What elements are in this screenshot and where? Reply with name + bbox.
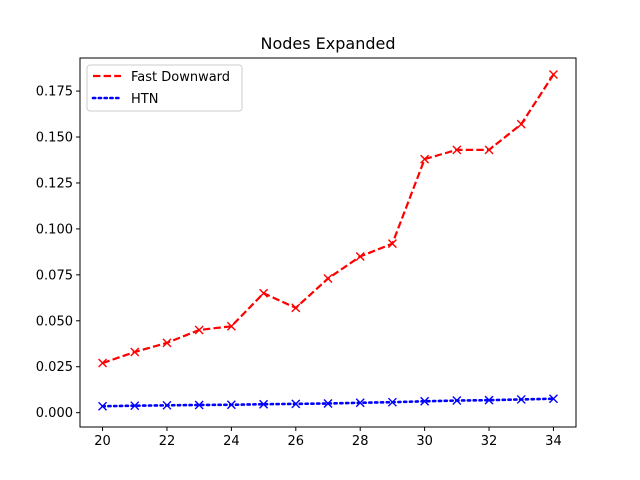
- data-point-htn: [162, 400, 172, 410]
- data-point-htn: [420, 396, 430, 406]
- x-tick-label: 24: [223, 434, 240, 449]
- y-tick-label: 0.175: [36, 85, 73, 100]
- data-point-fast-downward: [355, 251, 365, 261]
- x-tick-label: 20: [94, 434, 111, 449]
- x-tick-label: 28: [352, 434, 369, 449]
- x-tick-label: 32: [481, 434, 498, 449]
- data-point-htn: [130, 401, 140, 411]
- chart-title: Nodes Expanded: [260, 34, 395, 53]
- x-axis: 20 22 24 26 28 30 32 34: [94, 427, 562, 449]
- data-point-fast-downward: [548, 70, 558, 80]
- data-point-fast-downward: [98, 358, 108, 368]
- data-point-htn: [226, 400, 236, 410]
- data-point-htn: [355, 398, 365, 408]
- data-point-htn: [323, 398, 333, 408]
- data-point-fast-downward: [420, 154, 430, 164]
- data-point-fast-downward: [484, 145, 494, 155]
- data-point-htn: [387, 397, 397, 407]
- plot-area: [98, 70, 558, 411]
- y-tick-label: 0.125: [36, 176, 73, 191]
- data-point-fast-downward: [516, 119, 526, 129]
- data-point-htn: [98, 401, 108, 411]
- y-tick-label: 0.075: [36, 268, 73, 283]
- legend: Fast Downward HTN: [86, 64, 243, 112]
- legend-label-fast-downward: Fast Downward: [131, 70, 230, 85]
- x-tick-label: 26: [288, 434, 305, 449]
- data-point-htn: [259, 399, 269, 409]
- data-point-htn: [516, 394, 526, 404]
- data-point-fast-downward: [259, 288, 269, 298]
- axes-frame: [79, 57, 577, 428]
- y-tick-label: 0.000: [36, 406, 73, 421]
- x-tick-label: 22: [159, 434, 176, 449]
- data-point-htn: [452, 396, 462, 406]
- y-tick-label: 0.025: [36, 360, 73, 375]
- legend-box: [86, 64, 243, 112]
- data-point-htn: [484, 395, 494, 405]
- data-point-fast-downward: [226, 321, 236, 331]
- y-axis: 0.000 0.025 0.050 0.075 0.100 0.125 0.150 0.175: [36, 85, 80, 421]
- data-point-fast-downward: [387, 239, 397, 249]
- data-point-fast-downward: [194, 325, 204, 335]
- data-point-htn: [194, 400, 204, 410]
- data-point-htn: [548, 394, 558, 404]
- x-tick-label: 30: [416, 434, 433, 449]
- legend-label-htn: HTN: [131, 92, 158, 107]
- y-tick-label: 0.100: [36, 222, 73, 237]
- data-point-fast-downward: [323, 274, 333, 284]
- data-point-fast-downward: [291, 303, 301, 313]
- y-tick-label: 0.150: [36, 131, 73, 146]
- data-point-fast-downward: [162, 338, 172, 348]
- y-tick-label: 0.050: [36, 314, 73, 329]
- data-point-fast-downward: [452, 145, 462, 155]
- data-point-fast-downward: [130, 347, 140, 357]
- data-point-htn: [291, 399, 301, 409]
- x-tick-label: 34: [545, 434, 562, 449]
